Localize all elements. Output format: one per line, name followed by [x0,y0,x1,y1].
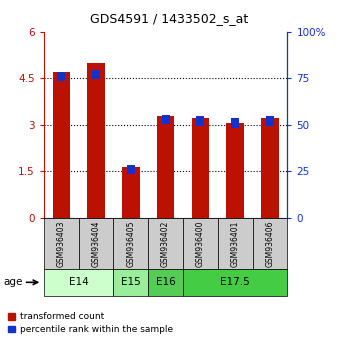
Bar [183,218,218,269]
Text: age: age [3,277,23,287]
Text: GDS4591 / 1433502_s_at: GDS4591 / 1433502_s_at [90,12,248,25]
Text: GSM936402: GSM936402 [161,220,170,267]
Text: E15: E15 [121,277,141,287]
Text: E14: E14 [69,277,89,287]
Bar [92,70,100,79]
Bar [266,116,274,126]
Text: GSM936404: GSM936404 [92,220,101,267]
Bar [53,72,70,218]
Bar [44,218,79,269]
Text: GSM936401: GSM936401 [231,220,240,267]
Bar [88,63,105,218]
Bar [127,165,135,174]
Bar [226,122,244,218]
Bar [57,72,65,81]
Bar [122,167,140,218]
Bar [218,218,252,269]
Bar [231,118,239,127]
Bar [114,218,148,269]
Bar [114,269,148,296]
Text: GSM936400: GSM936400 [196,220,205,267]
Bar [79,218,114,269]
Bar [148,269,183,296]
Bar [44,269,114,296]
Bar [261,118,279,218]
Bar [192,118,209,218]
Text: GSM936405: GSM936405 [126,220,135,267]
Legend: transformed count, percentile rank within the sample: transformed count, percentile rank withi… [8,313,173,334]
Text: E17.5: E17.5 [220,277,250,287]
Text: E16: E16 [156,277,175,287]
Bar [157,116,174,218]
Bar [148,218,183,269]
Bar [196,116,204,126]
Bar [162,115,170,124]
Text: GSM936406: GSM936406 [265,220,274,267]
Bar [183,269,287,296]
Bar [252,218,287,269]
Text: GSM936403: GSM936403 [57,220,66,267]
